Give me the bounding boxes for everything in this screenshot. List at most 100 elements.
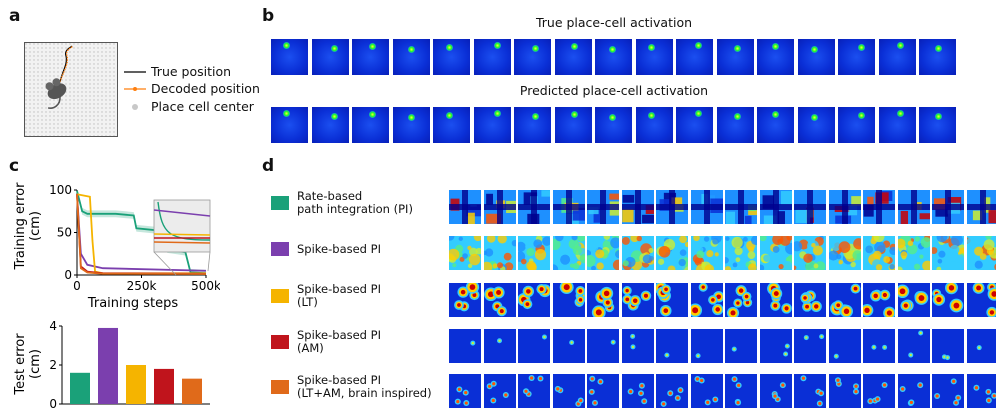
series-band (77, 190, 206, 275)
activation-map-tile (759, 190, 792, 224)
activation-map-tile (587, 374, 619, 408)
activation-map-tile (483, 329, 516, 363)
decoded-trajectory (59, 45, 74, 83)
activation-map-tile (863, 374, 895, 408)
activation-map-tile (587, 329, 619, 363)
activation-map-tile (725, 283, 757, 317)
place-cell-spot (493, 42, 501, 49)
activation-map-tile (794, 374, 826, 408)
activation-map-tile (483, 190, 516, 224)
place-cell-tile (514, 107, 551, 143)
activation-map-tile (518, 236, 550, 270)
y-tick-label: 50 (57, 226, 72, 240)
activation-map-tile (449, 236, 481, 270)
place-cell-tile (838, 107, 875, 143)
activation-map-tile (552, 374, 585, 408)
place-cell-spot (493, 110, 501, 117)
activation-map-tile (518, 190, 550, 224)
place-cell-tile (352, 39, 389, 75)
activation-map-tile (621, 283, 654, 317)
bar-2 (126, 365, 146, 404)
training-error-xlabel: Training steps (87, 296, 179, 311)
activation-map-tile (690, 283, 723, 317)
predicted-activation-title: Predicted place-cell activation (519, 83, 709, 98)
test-error-ylabel: Test error (13, 333, 28, 396)
activation-map-tile (759, 374, 792, 408)
activation-map-tile (621, 236, 654, 270)
place-cell-tile (676, 39, 713, 75)
test-error-ylabel-unit: (cm) (28, 349, 43, 379)
place-cell-tile (473, 107, 511, 143)
place-cell-spot (695, 110, 702, 117)
place-cell-spot (532, 45, 539, 52)
test-error-chart: Test error (cm) 0 2 4 (13, 319, 210, 411)
place-cell-spot (369, 111, 376, 118)
place-cell-spot (369, 43, 376, 50)
activation-map-tile (897, 236, 930, 270)
activation-map-tile (690, 190, 723, 224)
y-tick-label: 0 (49, 397, 57, 411)
place-cell-spot (772, 43, 779, 50)
place-cell-spot (896, 42, 904, 49)
place-cell-tile (311, 39, 349, 75)
activation-map-tile (656, 283, 688, 317)
place-cell-spot (647, 112, 655, 119)
activation-map-tile (621, 190, 654, 224)
activation-map-tile (725, 236, 757, 270)
activation-map-tile (587, 190, 619, 224)
activation-map-tile (621, 329, 654, 363)
row-color-swatch (271, 380, 289, 394)
place-cell-tile (595, 107, 632, 143)
place-cell-tile (352, 107, 389, 143)
activation-map-tile (897, 374, 930, 408)
place-cell-tile (838, 39, 875, 75)
grid-cell-strip (449, 190, 996, 224)
place-cell-tile (554, 107, 592, 143)
place-cell-tile (878, 39, 916, 75)
grid-cell-strip (449, 236, 996, 270)
activation-map-tile (449, 329, 481, 363)
place-cell-spot (446, 112, 453, 119)
activation-map-tile (552, 283, 585, 317)
place-cell-spot (810, 114, 818, 121)
x-tick-label: 500k (191, 279, 220, 293)
place-cell-tile (271, 39, 308, 75)
row-label: path integration (PI) (297, 202, 413, 216)
place-cell-tile (433, 39, 470, 75)
place-cell-tile (514, 39, 551, 75)
place-cell-spot (407, 114, 415, 121)
arena-legend-markers (124, 71, 146, 110)
panel-letter-c: c (9, 156, 20, 176)
row-label: Spike-based PI (297, 373, 381, 387)
activation-map-tile (449, 283, 481, 317)
place-cell-tile (797, 39, 835, 75)
training-error-ylabel-unit: (cm) (28, 211, 43, 241)
place-cell-spot (330, 45, 338, 52)
place-cell-spot (532, 113, 539, 120)
x-tick-label: 250k (127, 279, 157, 293)
bar-0 (70, 372, 90, 404)
place-cell-tile (271, 107, 308, 143)
y-tick-label: 0 (64, 268, 72, 282)
activation-map-tile (966, 329, 996, 363)
bar-1 (98, 327, 118, 404)
place-cell-tile (878, 107, 916, 143)
activation-map-tile (518, 283, 550, 317)
row-label: Rate-based (297, 189, 363, 203)
activation-map-tile (552, 190, 585, 224)
place-cell-spot (810, 46, 818, 53)
activation-map-tile (794, 283, 826, 317)
activation-map-tile (966, 236, 996, 270)
activation-map-tile (518, 374, 550, 408)
row-label: Spike-based PI (297, 242, 381, 256)
activation-map-tile (483, 236, 516, 270)
place-cell-tile (716, 107, 754, 143)
row-color-swatch (271, 196, 289, 210)
legend-decoded-position: Decoded position (151, 81, 260, 96)
place-cell-tile (635, 39, 673, 75)
activation-map-tile (863, 236, 895, 270)
activation-map-tile (725, 329, 757, 363)
activation-map-tile (690, 374, 723, 408)
activation-map-tile (828, 190, 861, 224)
row-label: (LT+AM, brain inspired) (297, 386, 432, 400)
